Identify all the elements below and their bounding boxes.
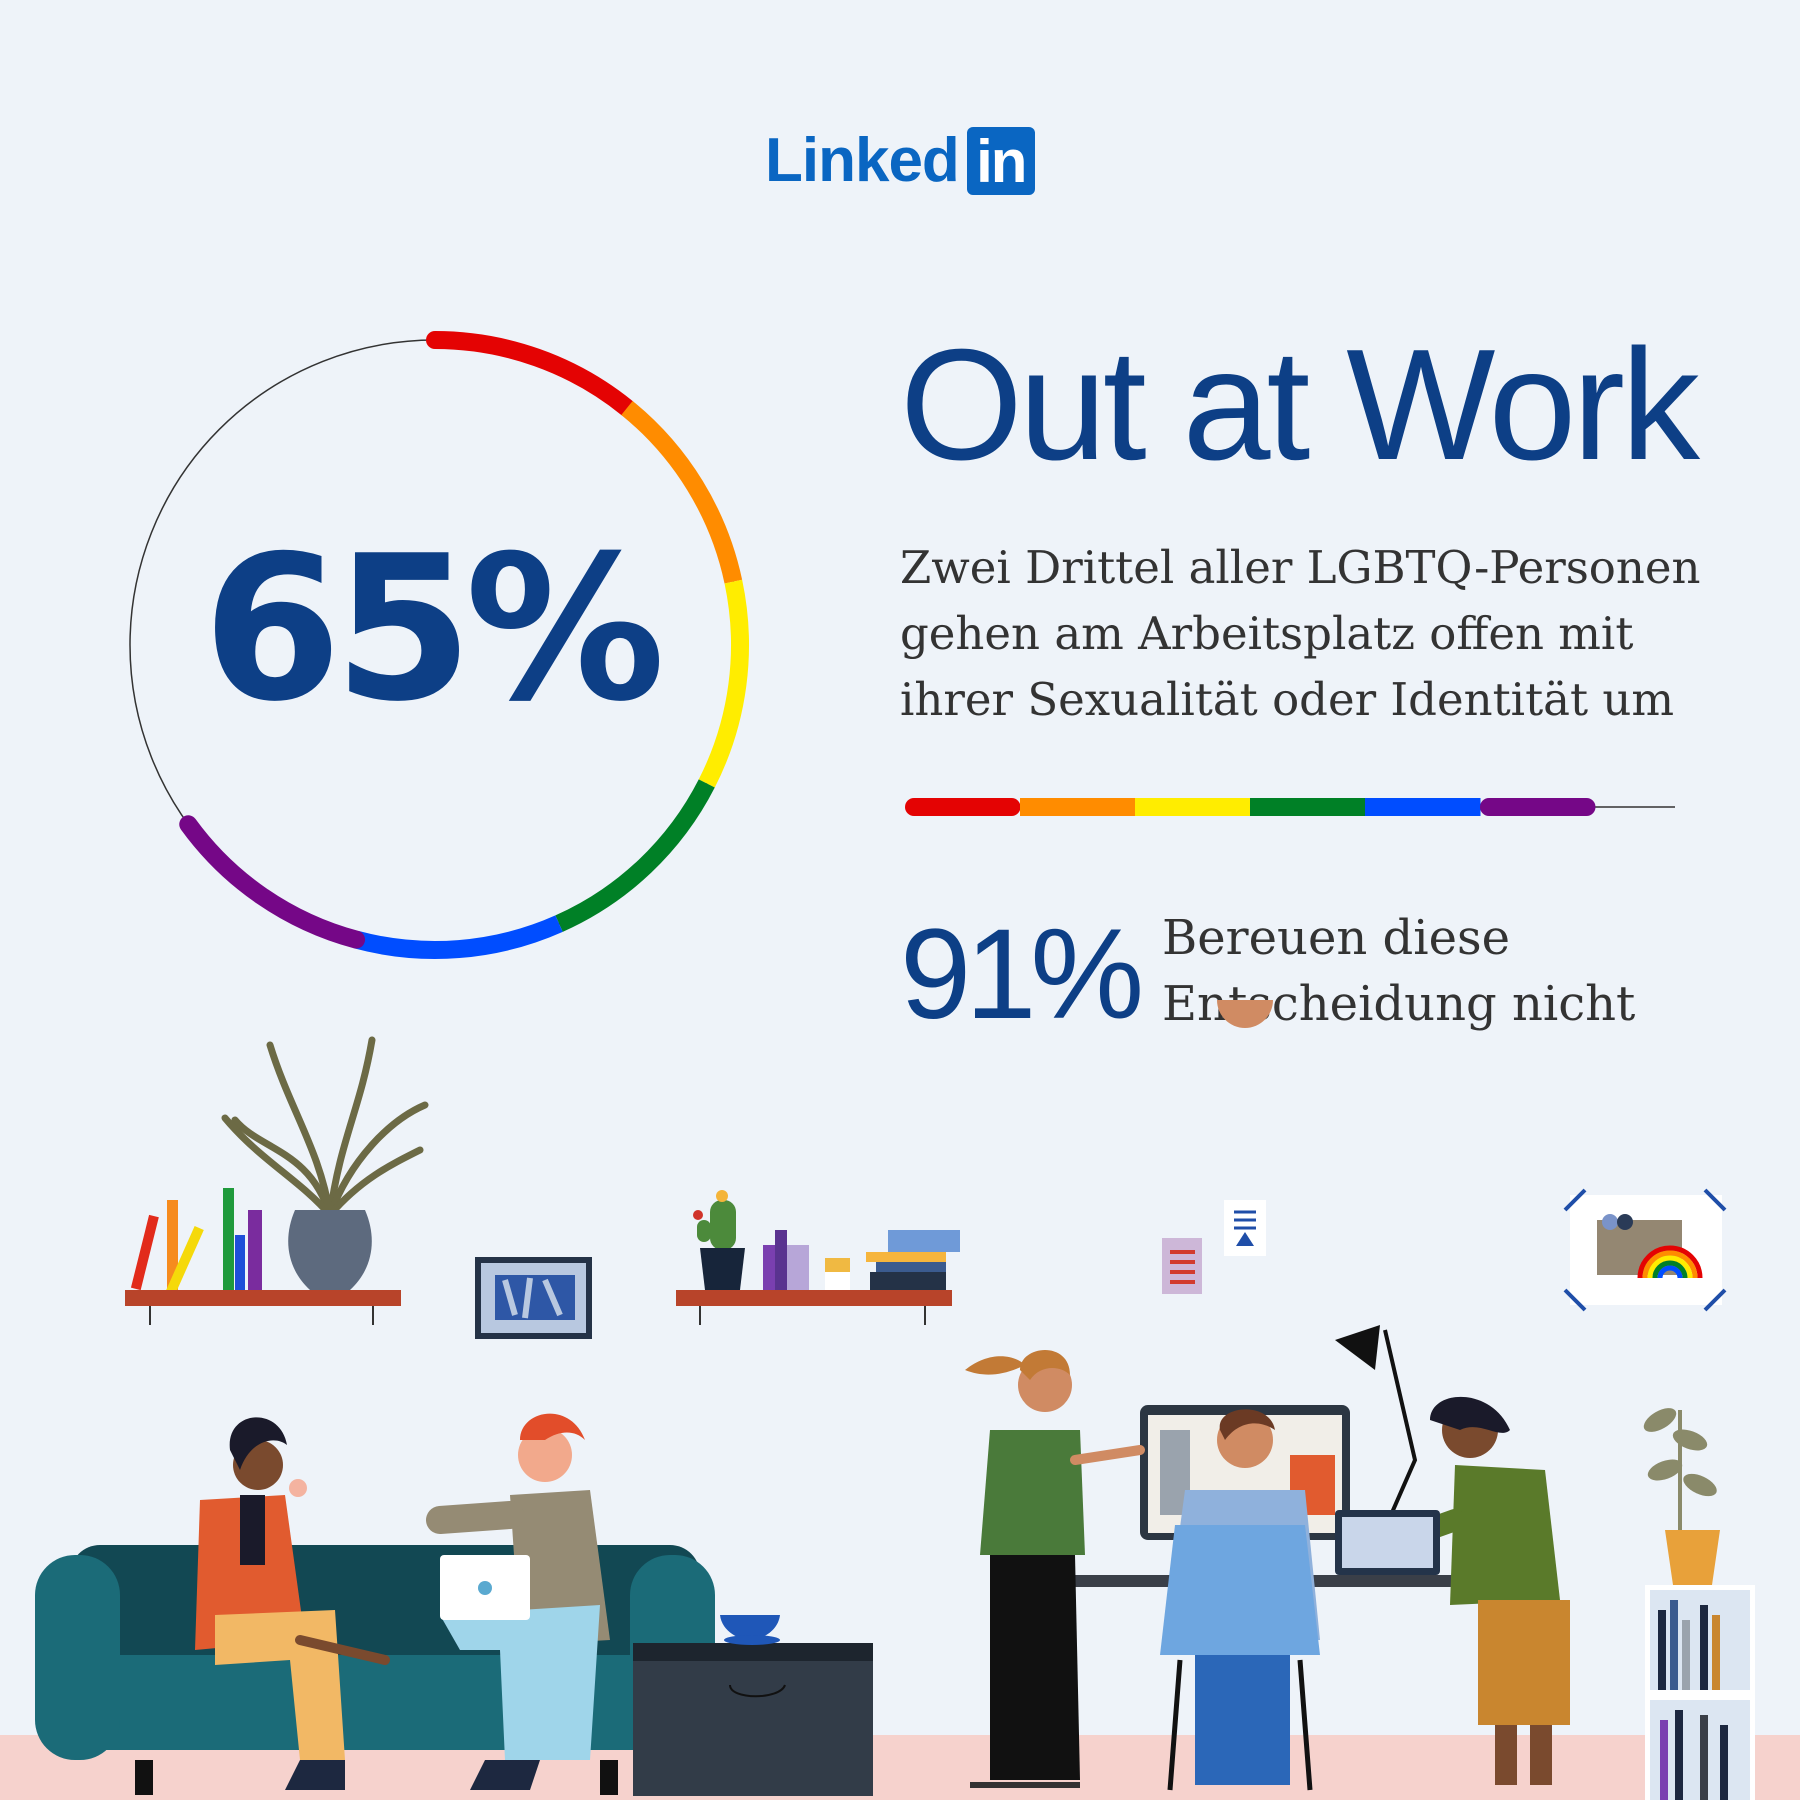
plant-icon xyxy=(1643,1408,1717,1530)
logo-word: Linked xyxy=(765,126,960,195)
progress-ring xyxy=(129,331,749,959)
wall-note-icon xyxy=(1162,1200,1266,1294)
rainbow-picture-icon xyxy=(1563,1188,1727,1312)
main-percentage: 65% xyxy=(202,513,666,746)
person-standing-left xyxy=(965,1350,1145,1788)
linkedin-logo: Linked in xyxy=(765,125,1035,197)
bookshelf-icon xyxy=(1643,1408,1755,1800)
person-seated-center xyxy=(1160,1000,1320,1791)
cactus-icon xyxy=(693,1190,745,1290)
books-icon xyxy=(130,1188,262,1295)
person-sitting-left xyxy=(195,1417,390,1790)
shelf-board xyxy=(125,1290,401,1306)
divider-segment xyxy=(1020,798,1136,816)
plant-pot xyxy=(288,1210,372,1290)
rainbow-divider xyxy=(905,798,1675,816)
logo-in-box: in xyxy=(966,127,1035,195)
secondary-description-line: Bereuen diese xyxy=(1162,910,1511,966)
office-illustration xyxy=(0,1000,1800,1800)
plant-icon xyxy=(221,1036,429,1219)
page-title: Out at Work xyxy=(900,317,1700,493)
left-shelf xyxy=(125,1036,429,1325)
divider-segment xyxy=(905,798,1021,816)
person-standing-right xyxy=(1335,1396,1570,1785)
divider-segments xyxy=(905,798,1596,816)
ring-segment xyxy=(698,579,749,788)
main-description-line: ihrer Sexualität oder Identität um xyxy=(900,673,1675,726)
divider-segment xyxy=(1250,798,1366,816)
shelf-board xyxy=(676,1290,952,1306)
ring-segments xyxy=(179,331,749,959)
coffee-table-icon xyxy=(633,1615,873,1796)
ring-segment xyxy=(621,400,743,584)
person-sitting-right xyxy=(426,1413,610,1790)
divider-segment xyxy=(1135,798,1251,816)
secondary-percentage: 91% xyxy=(900,903,1144,1046)
middle-shelf xyxy=(676,1190,960,1325)
ring-segment xyxy=(426,331,636,417)
main-description-line: gehen am Arbeitsplatz offen mit xyxy=(900,607,1634,660)
main-description-line: Zwei Drittel aller LGBTQ-Personen xyxy=(900,541,1701,594)
main-description: Zwei Drittel aller LGBTQ-Personen gehen … xyxy=(900,535,1701,733)
framed-picture-icon xyxy=(475,1257,592,1339)
divider-segment xyxy=(1480,798,1596,816)
ring-segment xyxy=(353,915,563,959)
ring-segment xyxy=(555,779,715,932)
divider-segment xyxy=(1365,798,1481,816)
ring-segment xyxy=(179,815,366,949)
